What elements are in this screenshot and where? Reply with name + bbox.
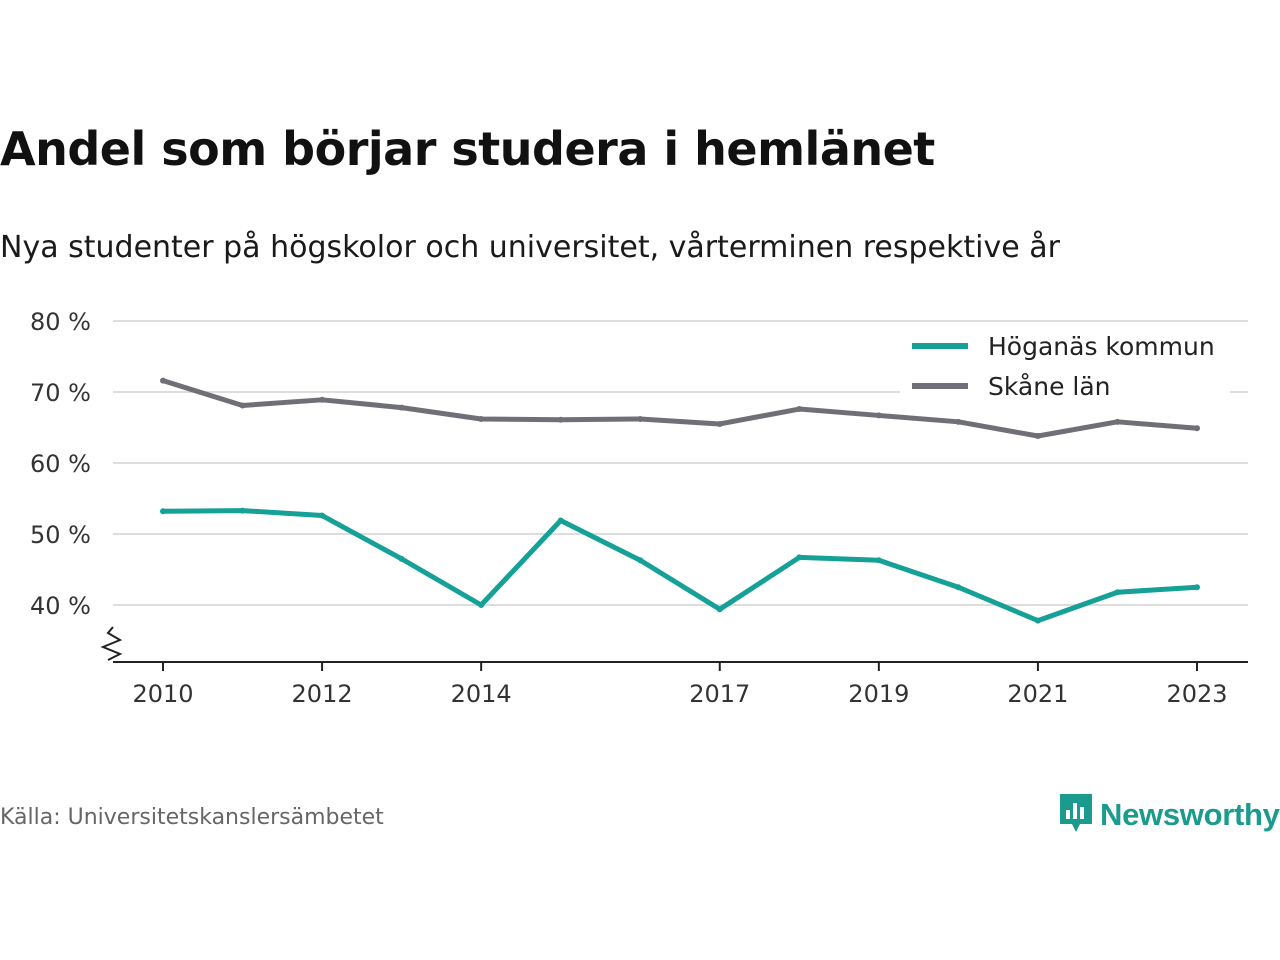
series-line-0: [160, 508, 1200, 624]
data-point: [557, 517, 564, 524]
legend-label: Skåne län: [988, 372, 1111, 401]
x-tick-label: 2012: [292, 680, 353, 708]
data-point: [160, 508, 166, 515]
data-point: [875, 412, 882, 419]
data-point: [637, 557, 644, 564]
axis-break-icon: [100, 626, 123, 661]
y-tick-label: 40 %: [30, 592, 91, 620]
y-tick-label: 50 %: [30, 521, 91, 549]
data-point: [398, 404, 405, 411]
data-point: [1034, 433, 1041, 440]
data-point: [239, 402, 246, 409]
data-point: [716, 606, 723, 613]
data-point: [955, 418, 962, 425]
y-tick-label: 70 %: [30, 379, 91, 407]
legend: Höganäs kommun Skåne län: [900, 328, 1230, 406]
data-point: [398, 555, 405, 562]
data-point: [1194, 425, 1200, 432]
data-point: [796, 406, 803, 413]
x-tick-label: 2017: [689, 680, 750, 708]
legend-label: Höganäs kommun: [988, 332, 1215, 361]
data-point: [239, 507, 246, 514]
data-point: [478, 415, 485, 422]
x-tick-label: 2021: [1007, 680, 1068, 708]
x-tick-label: 2019: [848, 680, 909, 708]
newsworthy-logo-icon: [1058, 790, 1094, 840]
data-point: [1034, 617, 1041, 624]
x-tick-label: 2023: [1166, 680, 1227, 708]
brand-logo[interactable]: Newsworthy: [1058, 790, 1280, 840]
chart-title: Andel som börjar studera i hemlänet: [0, 122, 935, 176]
legend-background: [900, 328, 1230, 406]
y-tick-label: 60 %: [30, 450, 91, 478]
source-note: Källa: Universitetskanslersämbetet: [0, 805, 384, 830]
series-lines: [160, 377, 1200, 624]
series-line-1: [160, 378, 1200, 439]
data-point: [955, 584, 962, 591]
data-point: [637, 415, 644, 422]
x-tick-label: 2014: [451, 680, 512, 708]
x-axis: 2010 2012 2014 2017 2019 2021 2023: [100, 626, 1248, 708]
brand-name: Newsworthy: [1100, 797, 1280, 832]
data-point: [319, 396, 326, 403]
data-point: [160, 377, 166, 384]
data-point: [1194, 584, 1200, 591]
line-chart: 40 %50 %60 %70 %80 % 2010 2012 2014 2017 201…: [30, 308, 1248, 708]
data-point: [1114, 589, 1121, 596]
y-tick-label: 80 %: [30, 308, 91, 336]
data-point: [319, 512, 326, 519]
chart-subtitle: Nya studenter på högskolor och universit…: [0, 230, 1060, 265]
x-tick-label: 2010: [132, 680, 193, 708]
data-point: [716, 420, 723, 427]
data-point: [796, 554, 803, 561]
data-point: [478, 602, 485, 608]
data-point: [875, 557, 882, 564]
data-point: [1114, 418, 1121, 425]
y-axis-ticks: 40 % 50 % 60 % 70 % 80 %: [30, 308, 91, 620]
data-point: [557, 416, 564, 423]
